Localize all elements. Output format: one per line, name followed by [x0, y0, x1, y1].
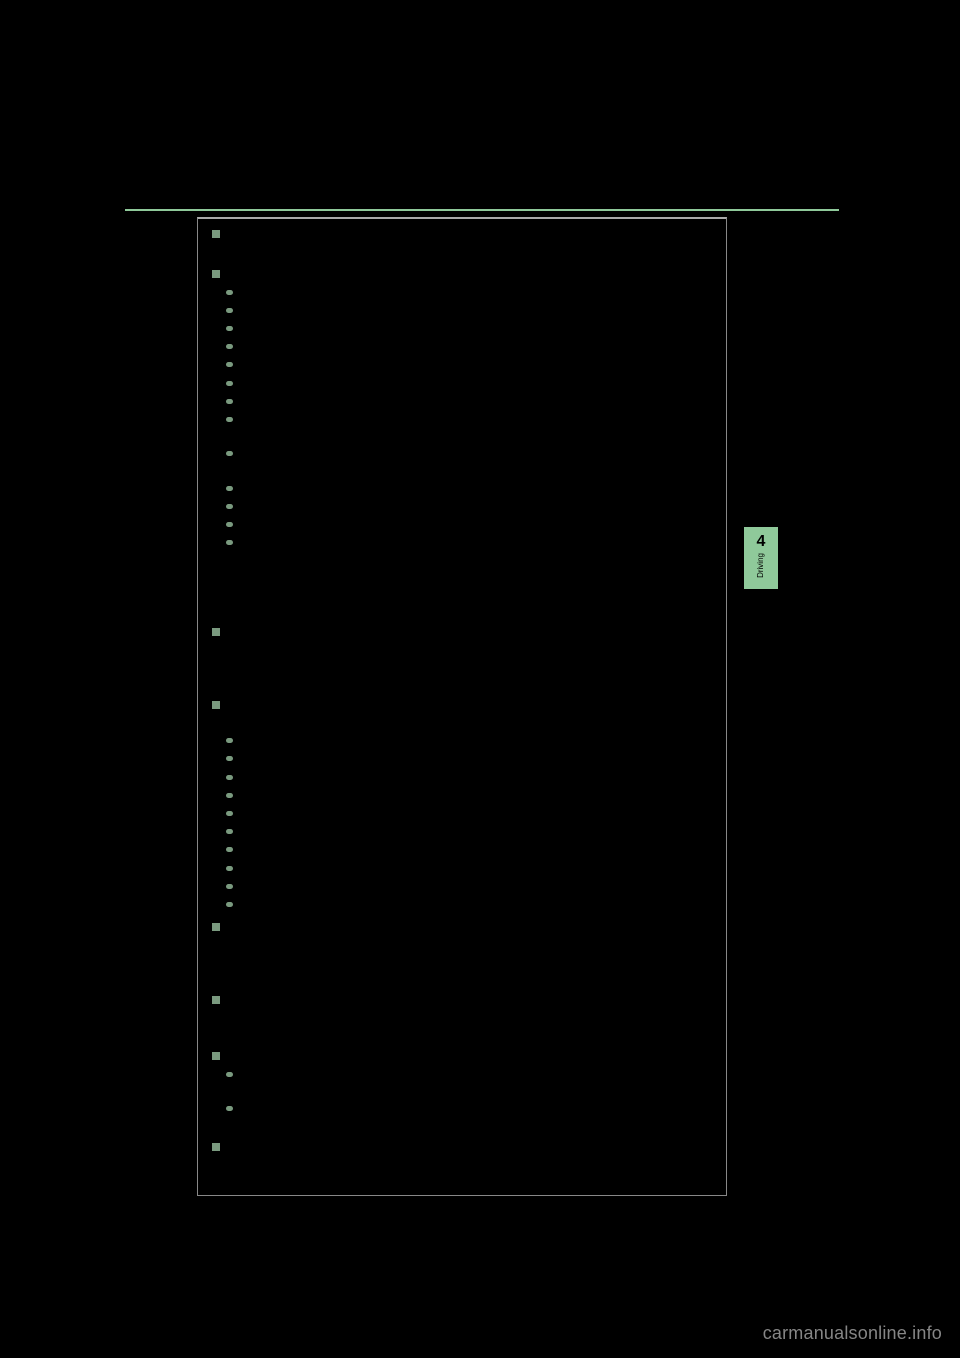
sub-text: When a grade separation/interchange, sig…: [239, 413, 712, 445]
item-title: Obstacles not detected: [226, 625, 358, 641]
section-item: Conditions that may trigger the system e…: [212, 267, 712, 619]
dot-bullet-icon: [226, 504, 233, 509]
square-bullet-icon: [212, 701, 220, 709]
item-title: Certification: [226, 1140, 296, 1156]
dot-bullet-icon: [226, 399, 233, 404]
dot-bullet-icon: [226, 522, 233, 527]
sub-text: When driving over a narrow iron bridge: [239, 322, 446, 338]
section-item: The pre-collision system is operational …: [212, 227, 712, 261]
dot-bullet-icon: [226, 486, 233, 491]
sub-text: When the vehicle is hit by water, snow, …: [239, 807, 631, 823]
sub-text: If a vehicle suddenly cuts in front of y…: [239, 771, 633, 787]
sub-text: When your vehicle is skidding with VSC s…: [239, 862, 508, 878]
sub-text: When there is a metal object on the road…: [239, 340, 498, 356]
sub-text: When the axis of the radar is out of adj…: [239, 500, 487, 516]
square-bullet-icon: [212, 270, 220, 278]
item-body: The sensor cannot detect plastic obstacl…: [226, 643, 712, 692]
sub-text: When your vehicle rapidly closes on the …: [239, 395, 531, 411]
dot-bullet-icon: [226, 290, 233, 295]
dot-bullet-icon: [226, 811, 233, 816]
dot-bullet-icon: [226, 1106, 233, 1111]
item-title: Conditions that may trigger the system e…: [226, 267, 693, 283]
dot-bullet-icon: [226, 793, 233, 798]
item-body: →P. 264: [226, 1159, 712, 1175]
dot-bullet-icon: [226, 381, 233, 386]
square-bullet-icon: [212, 1143, 220, 1151]
dot-bullet-icon: [226, 451, 233, 456]
sub-text: When passing an oncoming vehicle while t…: [239, 377, 545, 393]
sub-text: In inclement weather such as heavy rain,…: [239, 789, 594, 805]
section-item: When there is a malfunction in the syste…: [212, 993, 712, 1044]
sub-text: When driving on an uneven road surface: [239, 358, 455, 374]
sub-text: The PCS warning light turns on and the "…: [239, 1102, 712, 1134]
item-title: Automatic cancelation of the pre-collisi…: [226, 920, 509, 936]
item-title: When there is a malfunction in the syste…: [226, 993, 466, 1009]
item-title: The pre-collision system is operational …: [226, 227, 482, 243]
square-bullet-icon: [212, 996, 220, 1004]
dot-bullet-icon: [226, 829, 233, 834]
page-header: 309 4-5. Using the driving support syste…: [125, 185, 839, 201]
section-item: Automatic cancelation of the pre-collisi…: [212, 920, 712, 987]
tab-label: Driving: [756, 553, 765, 578]
section-title: 4-5. Using the driving support systems: [601, 185, 839, 201]
item-body: A warning light turns on or the warning …: [226, 1011, 712, 1043]
chapter-tab: 4 Driving: [744, 527, 778, 589]
dot-bullet-icon: [226, 902, 233, 907]
content-box: The pre-collision system is operational …: [197, 217, 727, 1196]
section-item: When the TRAC and VSC are turned off Whe…: [212, 1049, 712, 1134]
manual-page: 309 4-5. Using the driving support syste…: [125, 185, 839, 1231]
item-body: The system may not function effectively …: [226, 716, 712, 732]
item-title: Situations in which the pre-collision sy…: [226, 698, 631, 714]
item-body: The pre-collision warning begins operati…: [226, 245, 712, 261]
sub-text: When the position or direction of your v…: [239, 898, 658, 914]
section-item: Obstacles not detected The sensor cannot…: [212, 625, 712, 692]
square-bullet-icon: [212, 923, 220, 931]
dot-bullet-icon: [226, 738, 233, 743]
watermark: carmanualsonline.info: [763, 1323, 942, 1344]
dot-bullet-icon: [226, 417, 233, 422]
page-number: 309: [125, 185, 148, 201]
dot-bullet-icon: [226, 308, 233, 313]
square-bullet-icon: [212, 230, 220, 238]
sub-text: When TRAC and VSC are disabled (→P. 291)…: [239, 1068, 712, 1100]
dot-bullet-icon: [226, 362, 233, 367]
item-title: When the TRAC and VSC are turned off: [226, 1049, 450, 1065]
header-rule: [125, 209, 839, 211]
footer-note: GS450h_U (OM30D01U): [197, 1220, 839, 1231]
dot-bullet-icon: [226, 1072, 233, 1077]
dot-bullet-icon: [226, 884, 233, 889]
dot-bullet-icon: [226, 540, 233, 545]
section-item: Certification →P. 264: [212, 1140, 712, 1174]
item-tail: When the system is activated in the situ…: [226, 554, 712, 619]
dot-bullet-icon: [226, 326, 233, 331]
sub-text: When buildings or overpasses are nearby: [239, 825, 460, 841]
dot-bullet-icon: [226, 756, 233, 761]
sub-text: When your vehicle is towing a trailer or…: [239, 843, 583, 859]
dot-bullet-icon: [226, 344, 233, 349]
tab-number: 4: [744, 533, 778, 551]
square-bullet-icon: [212, 1052, 220, 1060]
sub-text: When rain, snow, etc. is wiped off the w…: [239, 880, 534, 896]
sub-text: When there is an object by the roadside …: [239, 286, 590, 302]
sub-text: When passing an oncoming vehicle on a cu…: [239, 304, 487, 320]
sub-text: When an extreme change in vehicle height…: [239, 482, 504, 498]
section-item: Situations in which the pre-collision sy…: [212, 698, 712, 914]
dot-bullet-icon: [226, 866, 233, 871]
dot-bullet-icon: [226, 847, 233, 852]
sub-text: When passing through certain toll gates: [239, 518, 450, 534]
sub-text: On roads with sharp bends or uneven surf…: [239, 734, 488, 750]
sub-text: When climbing a steep hill causes an ove…: [239, 447, 712, 479]
item-body: When a malfunction occurs due to sensor …: [226, 938, 712, 987]
sub-text: When passing through an overpass: [239, 536, 428, 552]
dot-bullet-icon: [226, 775, 233, 780]
square-bullet-icon: [212, 628, 220, 636]
sub-text: If a vehicle suddenly moves in front of …: [239, 752, 650, 768]
